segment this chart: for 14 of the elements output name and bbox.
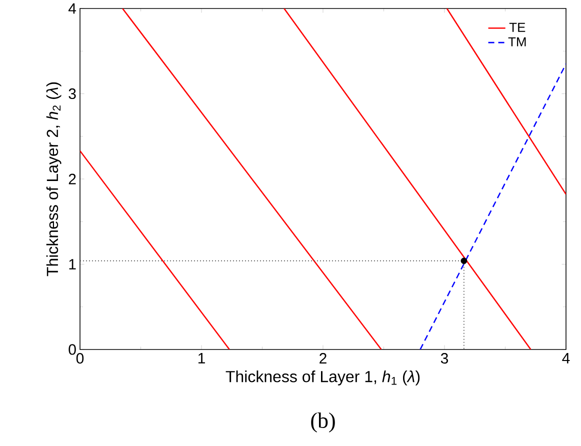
x-tick-label: 3 — [440, 352, 448, 364]
x-tick-label: 0 — [76, 352, 84, 364]
text: (b) — [311, 412, 335, 432]
x-tick-label: 2 — [320, 352, 326, 364]
y-tick-label: 4 — [68, 3, 76, 14]
legend-label: TM — [508, 37, 526, 46]
x-tick-label: 4 — [562, 352, 570, 364]
legend-label: TE — [509, 22, 526, 32]
y-tick-label: 3 — [68, 88, 76, 99]
y-tick-label: 1 — [69, 258, 76, 270]
x-tick-label: 1 — [198, 352, 205, 364]
y-tick-label: 0 — [68, 344, 76, 355]
x-axis-title: Thickness of Layer 1, h$_{1}$ (λ) — [226, 370, 420, 386]
y-tick-label: 2 — [68, 174, 76, 184]
